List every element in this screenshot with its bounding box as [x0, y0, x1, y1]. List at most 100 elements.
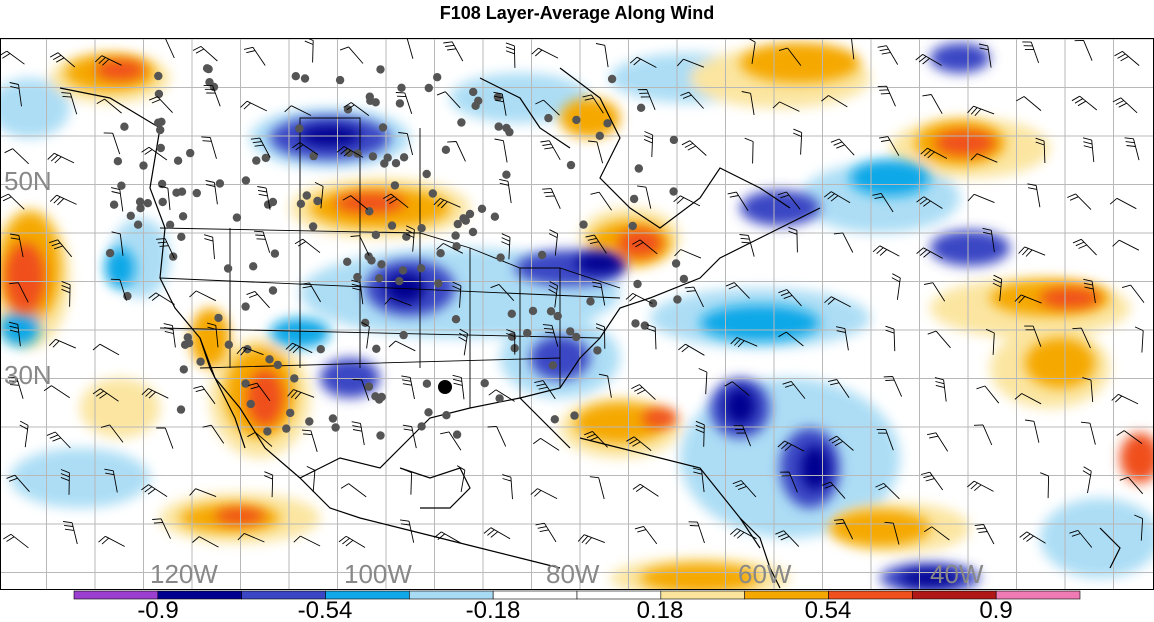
- wind-barb: [189, 488, 217, 498]
- station-dot: [316, 345, 325, 354]
- station-dot: [673, 295, 682, 304]
- wind-barb: [96, 98, 122, 114]
- station-dot: [633, 279, 642, 289]
- station-dot: [570, 411, 579, 420]
- station-dot: [353, 272, 362, 282]
- station-dot: [205, 78, 214, 87]
- wind-barb: [872, 245, 900, 257]
- wind-barb: [351, 421, 365, 446]
- station-dot: [371, 230, 381, 240]
- wind-barb: [535, 99, 560, 116]
- station-dot: [595, 131, 604, 140]
- wind-barb: [542, 324, 559, 347]
- wind-barb: [110, 278, 127, 301]
- station-dot: [135, 197, 145, 206]
- wind-barb: [777, 191, 801, 210]
- wind-barb: [400, 519, 415, 543]
- wind-barb: [456, 465, 466, 492]
- wind-barb: [8, 321, 21, 347]
- station-dot: [372, 344, 381, 353]
- wind-barb: [729, 528, 757, 540]
- station-dot: [477, 204, 487, 213]
- wind-barb: [967, 480, 994, 492]
- wind-barb: [1022, 41, 1040, 64]
- wind-barb: [589, 476, 605, 500]
- wind-barb: [877, 45, 899, 65]
- station-dot: [452, 430, 462, 439]
- coastlines: [59, 67, 1121, 589]
- station-dot: [593, 346, 602, 355]
- wind-barb: [351, 279, 364, 305]
- lat-label-30n: 30N: [4, 360, 52, 390]
- wind-barb: [405, 225, 415, 252]
- wind-barb: [202, 424, 225, 444]
- wind-barb: [1124, 137, 1140, 161]
- wind-barb: [727, 191, 749, 212]
- wind-barb: [778, 47, 802, 66]
- station-dot: [553, 311, 562, 321]
- station-dot: [422, 169, 431, 179]
- station-dot: [428, 189, 437, 198]
- wind-barb: [98, 535, 125, 547]
- station-dot: [494, 122, 503, 131]
- station-dot: [154, 71, 163, 81]
- wind-barb: [872, 192, 894, 213]
- wind-barb: [103, 132, 121, 155]
- station-dot: [572, 115, 581, 125]
- station-dot: [176, 405, 186, 414]
- station-dot: [566, 327, 575, 336]
- station-dot: [308, 222, 318, 231]
- wind-barb: [643, 131, 654, 158]
- wind-barb: [292, 142, 319, 156]
- station-dot: [371, 392, 380, 401]
- station-dot: [550, 415, 559, 424]
- wind-barb: [1083, 278, 1096, 303]
- station-dot: [391, 159, 401, 168]
- wind-barb: [382, 193, 409, 209]
- station-dot: [495, 394, 504, 403]
- station-dots: [105, 64, 689, 440]
- wind-barb: [201, 136, 217, 159]
- wind-barb: [1016, 96, 1042, 111]
- station-dot: [417, 224, 426, 233]
- wind-barb: [978, 43, 992, 68]
- wind-barb: [1035, 137, 1046, 164]
- wind-barb: [505, 42, 516, 68]
- station-dot: [305, 417, 314, 426]
- station-dot: [496, 253, 505, 262]
- station-dot: [502, 170, 511, 179]
- wind-barb: [9, 82, 22, 107]
- station-dot: [671, 259, 681, 268]
- wind-barb: [203, 234, 215, 260]
- wind-barb: [203, 85, 221, 107]
- wind-barb: [985, 328, 995, 355]
- wind-barb: [501, 233, 511, 260]
- lon-label-40w: 40W: [930, 559, 984, 589]
- wind-barb: [61, 92, 78, 115]
- wind-barb: [724, 381, 750, 397]
- wind-barb: [976, 385, 1000, 404]
- wind-barb: [637, 89, 656, 110]
- station-dot: [261, 153, 270, 163]
- wind-barb: [927, 330, 951, 349]
- station-dot: [548, 361, 558, 370]
- wind-barb: [206, 322, 219, 348]
- wind-barb: [821, 95, 848, 108]
- station-dot: [636, 103, 646, 113]
- station-dot: [669, 187, 678, 196]
- wind-barb: [285, 342, 313, 354]
- wind-barb: [851, 38, 855, 60]
- station-dot: [173, 156, 183, 165]
- wind-barb: [1069, 529, 1093, 548]
- station-dot: [113, 157, 123, 166]
- station-dot: [399, 153, 409, 162]
- wind-barb: [1014, 294, 1042, 304]
- wind-barb: [915, 54, 942, 66]
- station-dot: [451, 231, 460, 240]
- station-dot: [214, 313, 223, 323]
- colorbar-label-1: -0.54: [298, 597, 353, 622]
- wind-barb: [834, 519, 854, 540]
- station-dot: [634, 164, 643, 173]
- station-dot: [395, 276, 404, 286]
- lon-label-60w: 60W: [738, 559, 792, 589]
